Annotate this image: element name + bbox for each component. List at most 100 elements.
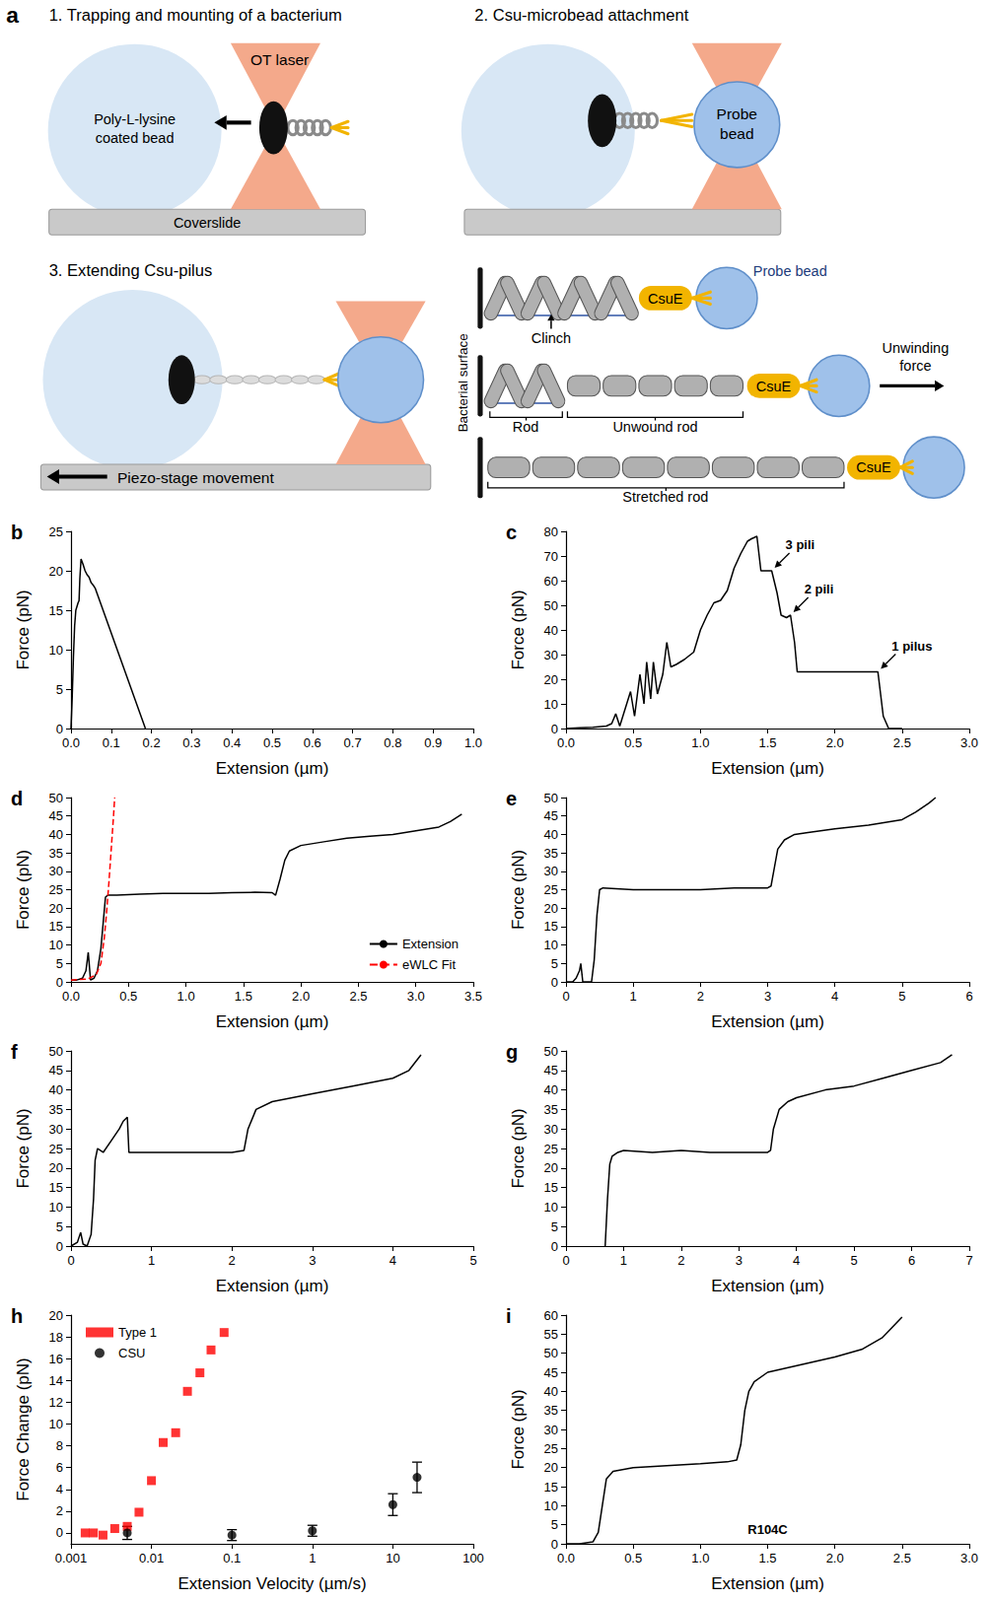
svg-text:f: f — [10, 1041, 18, 1063]
svg-text:35: 35 — [544, 846, 559, 861]
svg-text:Stretched rod: Stretched rod — [622, 489, 708, 505]
svg-text:c: c — [505, 521, 517, 544]
svg-text:25: 25 — [544, 1441, 559, 1457]
svg-text:7: 7 — [965, 1253, 973, 1269]
svg-text:Rod: Rod — [512, 419, 540, 435]
svg-text:Extension (µm): Extension (µm) — [215, 759, 330, 779]
svg-text:0.8: 0.8 — [383, 735, 402, 751]
svg-text:0: 0 — [551, 721, 559, 737]
svg-text:4: 4 — [389, 1253, 397, 1269]
svg-text:coated bead: coated bead — [95, 130, 175, 146]
svg-text:50: 50 — [49, 1044, 64, 1060]
svg-text:0.3: 0.3 — [182, 735, 201, 751]
svg-text:30: 30 — [544, 863, 559, 879]
svg-text:Extension (µm): Extension (µm) — [710, 1276, 825, 1296]
svg-text:1.0: 1.0 — [691, 735, 709, 751]
svg-text:6: 6 — [56, 1460, 64, 1476]
svg-text:3: 3 — [735, 1253, 743, 1269]
svg-text:10: 10 — [544, 937, 559, 953]
svg-text:60: 60 — [544, 1308, 559, 1324]
svg-text:10: 10 — [544, 1200, 559, 1215]
svg-text:40: 40 — [544, 827, 559, 843]
svg-text:0.5: 0.5 — [624, 735, 642, 751]
svg-text:10: 10 — [49, 1416, 64, 1432]
svg-text:0: 0 — [551, 1537, 559, 1553]
svg-text:0.2: 0.2 — [142, 735, 161, 751]
svg-text:5: 5 — [469, 1253, 477, 1269]
svg-text:0.0: 0.0 — [557, 1551, 575, 1566]
svg-text:5: 5 — [551, 1517, 559, 1533]
svg-text:h: h — [10, 1305, 23, 1328]
svg-text:35: 35 — [544, 1102, 559, 1118]
svg-text:Probe: Probe — [716, 105, 758, 123]
svg-text:i: i — [505, 1305, 512, 1328]
svg-text:2.0: 2.0 — [826, 735, 845, 751]
svg-text:3.5: 3.5 — [464, 989, 483, 1004]
svg-text:50: 50 — [49, 790, 64, 806]
svg-text:0: 0 — [56, 721, 64, 737]
svg-text:Clinch: Clinch — [531, 330, 571, 347]
svg-text:a: a — [5, 1, 19, 28]
svg-text:40: 40 — [544, 1384, 559, 1400]
svg-text:Type 1: Type 1 — [118, 1325, 157, 1341]
svg-text:25: 25 — [49, 1141, 64, 1157]
svg-text:0.01: 0.01 — [139, 1551, 164, 1566]
svg-text:3 pili: 3 pili — [785, 537, 816, 553]
svg-text:2.5: 2.5 — [893, 1551, 912, 1566]
svg-text:Unwound rod: Unwound rod — [612, 419, 698, 435]
svg-text:60: 60 — [544, 573, 559, 589]
svg-text:50: 50 — [544, 598, 559, 614]
svg-text:5: 5 — [56, 956, 64, 972]
svg-text:15: 15 — [49, 1180, 64, 1196]
svg-text:70: 70 — [544, 549, 559, 565]
svg-text:35: 35 — [49, 1102, 64, 1118]
svg-text:Force (pN): Force (pN) — [13, 589, 33, 670]
svg-text:Force (pN): Force (pN) — [508, 589, 528, 670]
svg-text:Probe bead: Probe bead — [753, 263, 828, 280]
svg-text:45: 45 — [544, 1365, 559, 1381]
svg-text:0.0: 0.0 — [557, 735, 575, 751]
svg-text:10: 10 — [544, 697, 559, 712]
svg-text:50: 50 — [544, 1044, 559, 1060]
svg-text:0: 0 — [56, 1525, 64, 1541]
svg-text:40: 40 — [544, 623, 559, 638]
svg-text:45: 45 — [49, 1062, 64, 1078]
svg-text:Force (pN): Force (pN) — [508, 1389, 528, 1470]
svg-text:5: 5 — [850, 1253, 858, 1269]
svg-text:0: 0 — [551, 975, 559, 991]
svg-text:10: 10 — [49, 937, 64, 953]
svg-text:1.0: 1.0 — [464, 735, 483, 751]
svg-text:15: 15 — [49, 919, 64, 934]
svg-text:Piezo-stage movement: Piezo-stage movement — [117, 469, 275, 487]
svg-text:eWLC Fit: eWLC Fit — [402, 957, 457, 973]
svg-text:2: 2 — [228, 1253, 236, 1269]
svg-text:20: 20 — [49, 901, 64, 917]
svg-text:b: b — [10, 521, 23, 544]
svg-text:0: 0 — [56, 975, 64, 991]
svg-text:1: 1 — [620, 1253, 628, 1269]
svg-text:1: 1 — [630, 989, 638, 1004]
svg-text:45: 45 — [544, 808, 559, 824]
svg-text:R104C: R104C — [747, 1522, 788, 1538]
svg-text:25: 25 — [544, 1141, 559, 1157]
svg-text:30: 30 — [49, 863, 64, 879]
svg-text:0: 0 — [551, 1239, 559, 1255]
svg-text:20: 20 — [49, 1160, 64, 1176]
svg-text:0.001: 0.001 — [55, 1551, 88, 1566]
svg-text:1.0: 1.0 — [177, 989, 196, 1004]
svg-text:d: d — [10, 787, 23, 810]
svg-text:4: 4 — [831, 989, 839, 1004]
svg-text:5: 5 — [56, 1219, 64, 1235]
svg-text:Extension (µm): Extension (µm) — [710, 1012, 825, 1032]
svg-text:10: 10 — [49, 1200, 64, 1215]
svg-text:Extension (µm): Extension (µm) — [215, 1012, 330, 1032]
svg-text:force: force — [899, 357, 931, 374]
svg-text:1.0: 1.0 — [691, 1551, 709, 1566]
svg-text:Force Change (pN): Force Change (pN) — [13, 1357, 33, 1502]
svg-text:0.6: 0.6 — [303, 735, 322, 751]
svg-text:20: 20 — [49, 1308, 64, 1324]
svg-text:0: 0 — [56, 1239, 64, 1255]
svg-text:Extension Velocity (µm/s): Extension Velocity (µm/s) — [177, 1574, 366, 1594]
svg-text:3: 3 — [308, 1253, 316, 1269]
svg-text:2.0: 2.0 — [826, 1551, 845, 1566]
